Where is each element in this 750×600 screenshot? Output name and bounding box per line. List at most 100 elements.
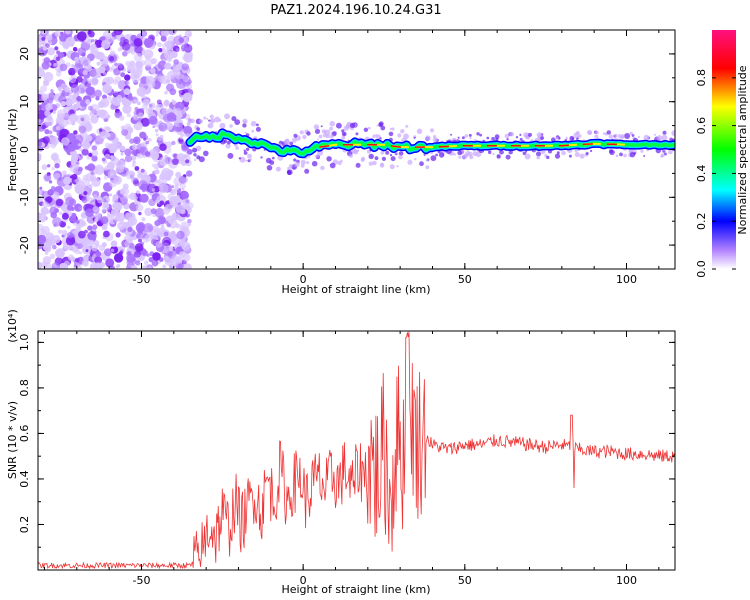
trace-halo [376, 124, 379, 127]
trace-halo [235, 146, 239, 150]
trace-halo [519, 133, 522, 136]
noise-blob [76, 220, 80, 224]
noise-blob [90, 43, 97, 50]
trace-halo [194, 158, 197, 162]
noise-blob [38, 154, 42, 161]
noise-blob [54, 46, 59, 51]
noise-blob [53, 172, 61, 180]
noise-blob [46, 47, 56, 56]
noise-blob [58, 229, 63, 234]
trace-halo [571, 137, 575, 140]
trace-halo [663, 152, 667, 156]
noise-blob [64, 86, 71, 93]
noise-blob [51, 262, 60, 269]
trace-halo [575, 131, 580, 135]
chart-title: PAZ1.2024.196.10.24.G31 [270, 3, 441, 18]
noise-blob [136, 190, 140, 194]
noise-blob [38, 43, 42, 49]
noise-blob [48, 41, 53, 45]
noise-blob [150, 208, 157, 215]
trace-halo [283, 139, 290, 146]
noise-blob [171, 185, 175, 189]
noise-blob [81, 83, 85, 87]
noise-blob [55, 126, 61, 131]
noise-blob [101, 242, 107, 248]
noise-blob [131, 74, 141, 83]
trace-halo [397, 133, 402, 138]
trace-halo [554, 153, 561, 159]
noise-blob [186, 148, 193, 155]
trace-halo [343, 125, 349, 131]
noise-blob [134, 201, 138, 205]
trace-halo [643, 155, 646, 157]
noise-blob [45, 103, 53, 111]
trace-halo [407, 159, 413, 165]
trace-halo [536, 151, 541, 157]
spectrogram-heatmap [38, 30, 675, 269]
trace-halo [234, 119, 241, 125]
noise-blob [88, 105, 93, 111]
noise-blob [164, 206, 169, 210]
trace-halo [515, 136, 519, 139]
noise-blob [82, 255, 89, 262]
noise-blob [159, 143, 167, 151]
trace-halo [546, 155, 550, 160]
trace-halo [615, 154, 619, 158]
noise-blob [86, 65, 92, 70]
trace-halo [458, 155, 462, 159]
noise-blob [43, 173, 52, 182]
trace-halo [306, 131, 311, 136]
trace-halo [380, 150, 385, 155]
noise-blob [171, 158, 179, 166]
trace-halo [265, 157, 272, 164]
trace-halo [250, 120, 257, 127]
trace-halo [486, 136, 490, 140]
noise-blob [143, 38, 154, 48]
noise-blob [67, 232, 74, 239]
trace-halo [390, 156, 396, 162]
noise-blob [63, 176, 71, 185]
snr-ytick-label: 0.2 [18, 516, 31, 534]
trace-halo [208, 119, 211, 122]
noise-blob [145, 140, 149, 145]
noise-blob [115, 164, 125, 173]
noise-blob [133, 180, 140, 187]
trace-halo [329, 134, 334, 139]
trace-halo [272, 156, 275, 160]
noise-blob [80, 56, 91, 67]
noise-blob [142, 250, 149, 257]
noise-blob [154, 169, 160, 175]
noise-blob [72, 104, 79, 111]
trace-halo [306, 161, 310, 165]
noise-blob [156, 99, 162, 105]
noise-blob [155, 240, 163, 248]
noise-blob [181, 191, 190, 200]
trace-halo [614, 133, 618, 138]
noise-blob [67, 254, 75, 261]
noise-blob [129, 146, 133, 150]
noise-blob [55, 248, 65, 259]
trace-halo [375, 134, 378, 136]
spectrogram-xlabel: Height of straight line (km) [281, 283, 430, 296]
noise-blob [170, 230, 176, 236]
noise-blob [114, 62, 118, 66]
spectrogram-xtick-label: 100 [616, 273, 637, 286]
noise-blob [113, 91, 119, 96]
trace-halo [294, 161, 300, 167]
trace-halo [209, 114, 214, 119]
noise-blob [151, 188, 156, 192]
noise-blob [51, 167, 55, 171]
noise-blob [69, 163, 79, 173]
trace-halo [662, 130, 667, 135]
noise-blob [108, 67, 114, 72]
trace-halo [464, 134, 469, 138]
noise-blob [94, 218, 99, 222]
trace-halo [208, 124, 211, 127]
trace-halo [329, 126, 334, 131]
noise-blob [118, 30, 123, 33]
trace-halo [519, 137, 523, 141]
trace-halo [368, 161, 373, 166]
noise-blob [126, 237, 133, 243]
trace-halo [293, 158, 297, 162]
noise-blob [148, 103, 153, 108]
